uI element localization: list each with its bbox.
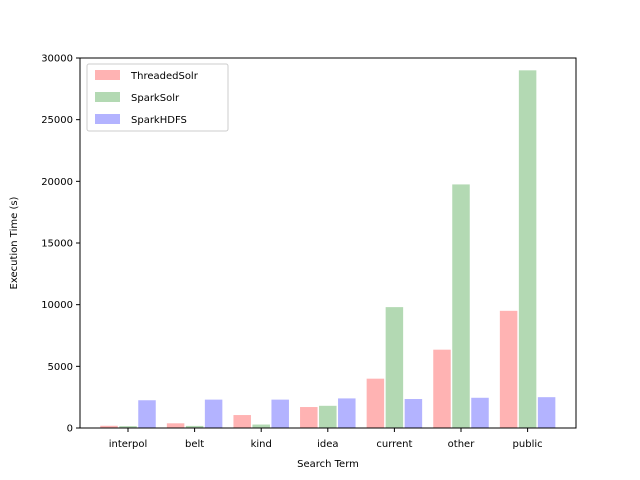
x-tick-label: idea	[317, 439, 338, 450]
legend-label-sparkhdfs: SparkHDFS	[131, 115, 187, 126]
plot-frame	[79, 57, 577, 429]
y-tick-label: 30000	[41, 54, 73, 65]
legend-swatch-threadedsolr	[95, 70, 120, 80]
y-tick-label: 10000	[41, 300, 73, 311]
bar-threadedsolr-idea	[300, 407, 318, 428]
bar-sparksolr-other	[452, 184, 470, 428]
bar-threadedsolr-interpol	[100, 425, 118, 428]
bar-sparksolr-interpol	[119, 426, 137, 428]
bar-sparkhdfs-interpol	[138, 400, 156, 428]
x-axis-ticks: interpol belt kind idea current other public	[109, 428, 543, 450]
bar-sparkhdfs-belt	[204, 399, 223, 428]
legend: ThreadedSolr SparkSolr SparkHDFS	[86, 63, 229, 132]
bar-sparksolr-public	[518, 70, 537, 428]
legend-label-threadedsolr: ThreadedSolr	[130, 71, 199, 82]
bar-sparkhdfs-other	[471, 397, 489, 428]
bar-threadedsolr-kind	[233, 415, 251, 428]
x-axis-label: Search Term	[297, 459, 359, 470]
y-axis-ticks: 0 5000 10000 15000 20000 25000 30000	[41, 54, 80, 435]
legend-swatch-sparkhdfs	[95, 114, 120, 124]
bar-sparkhdfs-public	[537, 397, 556, 428]
y-tick-label: 0	[67, 424, 73, 435]
y-tick-label: 20000	[41, 177, 73, 188]
x-tick-label: current	[376, 439, 412, 450]
y-tick-label: 15000	[41, 239, 73, 250]
bars-group	[100, 70, 556, 428]
bar-sparksolr-kind	[252, 424, 270, 428]
bar-threadedsolr-other	[433, 349, 451, 428]
legend-label-sparksolr: SparkSolr	[131, 93, 180, 104]
bar-threadedsolr-public	[499, 310, 518, 428]
x-tick-label: other	[448, 439, 476, 450]
legend-swatch-sparksolr	[95, 92, 120, 102]
bar-sparksolr-belt	[185, 425, 204, 428]
bar-sparksolr-current	[385, 307, 404, 428]
x-tick-label: public	[513, 439, 543, 450]
x-tick-label: belt	[185, 439, 204, 450]
bar-threadedsolr-current	[366, 378, 385, 428]
y-tick-label: 5000	[48, 362, 73, 373]
y-axis-label: Execution Time (s)	[9, 196, 20, 289]
bar-sparkhdfs-kind	[271, 399, 289, 428]
x-tick-label: interpol	[109, 439, 148, 450]
legend-box	[86, 63, 229, 132]
bar-sparksolr-idea	[319, 405, 337, 428]
bar-sparkhdfs-current	[404, 399, 423, 428]
bar-sparkhdfs-idea	[338, 398, 356, 428]
y-tick-label: 25000	[41, 115, 73, 126]
x-tick-label: kind	[251, 439, 272, 450]
bar-threadedsolr-belt	[166, 423, 185, 428]
